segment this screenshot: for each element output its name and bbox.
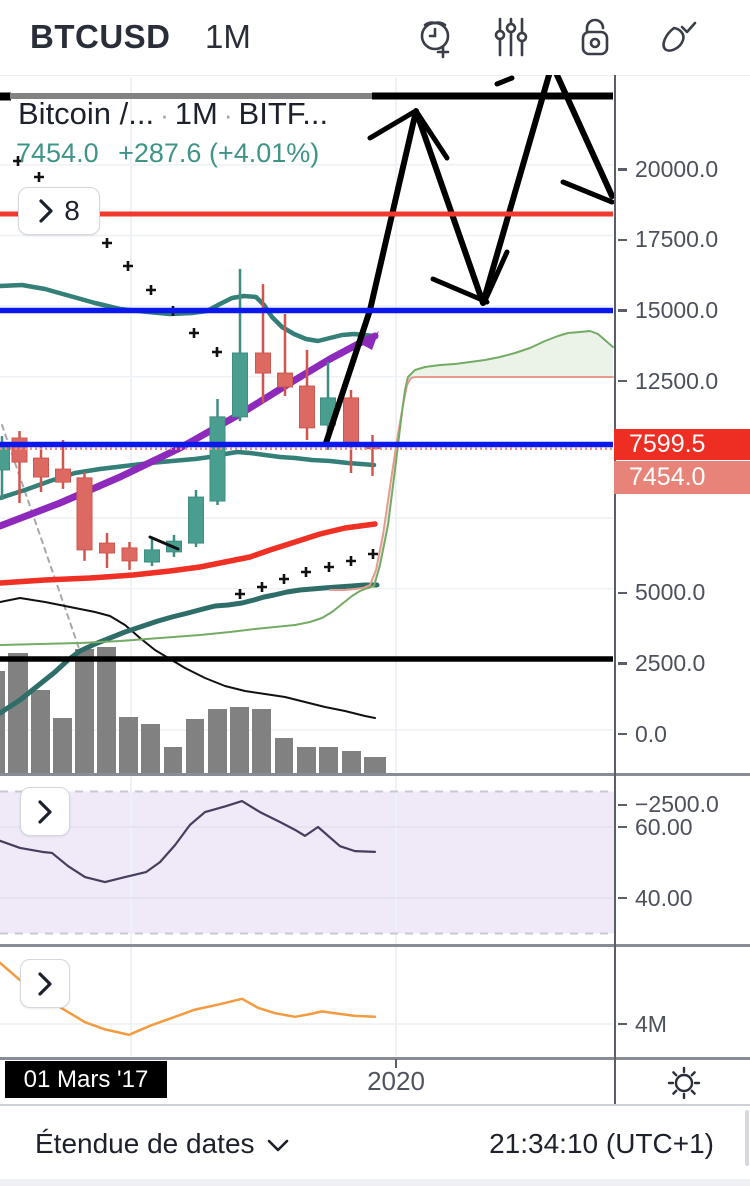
legend-price-row: 7454.0 +287.6 (+4.01%) (16, 138, 319, 169)
rsi-pane[interactable] (0, 773, 614, 945)
date-range-menu[interactable]: Étendue de dates (35, 1128, 289, 1160)
indicators-sliders-icon[interactable] (488, 14, 534, 60)
volume-ma-pane[interactable] (0, 945, 614, 1058)
pane-separator[interactable] (0, 773, 750, 776)
clock-utc-label[interactable]: 21:34:10 (UTC+1) (489, 1128, 714, 1159)
top-bar (0, 0, 750, 76)
price-change: +287.6 (+4.01%) (118, 138, 320, 168)
alarm-add-icon[interactable] (412, 14, 458, 60)
price-tick-20000: 20000.0 (618, 156, 718, 182)
legend-dot2: · (223, 100, 233, 130)
scrollbar-thumb[interactable] (745, 1110, 749, 1166)
price-axis-line (614, 75, 616, 1105)
chart-legend[interactable]: Bitcoin /... · 1M · BITF... (18, 96, 328, 132)
time-axis-tick (395, 1059, 397, 1068)
price-tick-12500: 12500.0 (618, 368, 718, 394)
legend-interval: 1M (174, 96, 218, 131)
indicators-expand-button[interactable]: 8 (18, 187, 100, 235)
rsi-expand-button[interactable] (20, 787, 70, 836)
main-price-chart[interactable] (0, 75, 614, 773)
symbol-title[interactable]: BTCUSD (30, 18, 171, 55)
chevron-right-icon (38, 199, 54, 223)
last-price-badge[interactable]: 7454.0 (614, 461, 750, 494)
legend-exchange: BITF... (238, 96, 329, 131)
chevron-right-icon (37, 971, 53, 996)
volume-tick: 4M (618, 1011, 667, 1037)
price-tick-2500: 2500.0 (618, 650, 705, 677)
pane-separator (0, 1057, 750, 1060)
lock-open-icon[interactable] (572, 14, 618, 60)
price-tick--2500: −2500.0 (618, 791, 719, 818)
bottom-toolbar (0, 1106, 750, 1178)
price-tick-0: 0.0 (618, 721, 667, 747)
last-price: 7454.0 (16, 138, 99, 168)
price-tick-5000: 5000.0 (618, 579, 705, 606)
alert-price-badge[interactable]: 7599.5 (614, 429, 750, 460)
price-tick-17500: 17500.0 (618, 226, 718, 253)
time-axis-border (0, 1104, 750, 1106)
time-axis-year: 2020 (367, 1066, 425, 1096)
interval-selector[interactable]: 1M (205, 18, 251, 55)
rsi-tick-60: 60.00 (618, 814, 693, 840)
chevron-down-icon (267, 1128, 289, 1160)
brightness-sun-icon[interactable] (664, 1063, 704, 1103)
draw-check-icon[interactable] (652, 14, 698, 60)
rsi-tick-40: 40.00 (618, 885, 693, 911)
first-bar-date-badge: 01 Mars '17 (5, 1061, 167, 1098)
home-indicator-area (0, 1179, 750, 1186)
legend-symbol: Bitcoin /... (18, 96, 155, 131)
legend-dot: · (160, 100, 169, 130)
volume-ma-expand-button[interactable] (20, 959, 70, 1008)
indicator-count: 8 (64, 195, 80, 226)
price-tick-15000: 15000.0 (618, 297, 718, 324)
date-range-label: Étendue de dates (35, 1128, 255, 1159)
chevron-right-icon (37, 799, 53, 824)
pane-separator[interactable] (0, 944, 750, 947)
